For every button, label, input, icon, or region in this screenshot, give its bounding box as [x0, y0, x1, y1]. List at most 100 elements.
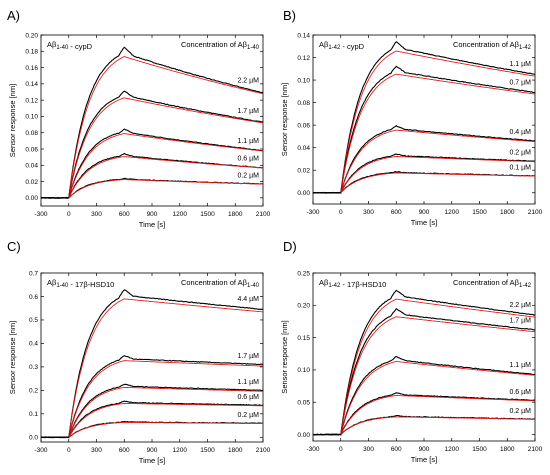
- chart-panel: -300 0 300 600 900 1200 1500 1800 2100 0.00 0.02 0.…: [280, 8, 543, 227]
- y-tick-label: 0.6: [29, 294, 38, 301]
- series-label: 0.2 µM: [237, 173, 259, 180]
- x-axis-label: Time [s]: [411, 455, 437, 464]
- x-tick-label: 1500: [472, 446, 487, 453]
- x-tick-label: 600: [391, 446, 402, 453]
- series-label: 4.4 µM: [237, 296, 259, 303]
- x-tick-label: 1500: [472, 209, 487, 216]
- fit-curve: [340, 156, 535, 193]
- x-tick-label: 0: [67, 211, 71, 218]
- fit-curve: [68, 133, 264, 199]
- y-tick-label: 0.00: [297, 190, 310, 197]
- series-label: 0.4 µM: [509, 129, 531, 136]
- x-tick-label: 600: [391, 209, 402, 216]
- series-label: 0.2 µM: [237, 412, 259, 419]
- y-axis-label: Sensor response [nm]: [8, 84, 17, 157]
- legend-title: Concentration of Aβ1-40: [181, 40, 260, 51]
- fit-curve: [340, 298, 536, 435]
- y-tick-label: 0.10: [297, 367, 310, 374]
- measured-curve: [312, 153, 536, 194]
- measured-curve: [40, 383, 264, 439]
- measured-curve: [40, 355, 264, 439]
- fit-curve: [340, 361, 536, 435]
- x-tick-label: 1200: [173, 447, 188, 454]
- x-tick-label: 0: [339, 209, 343, 216]
- fit-curve: [68, 56, 264, 198]
- y-tick-label: 0.08: [297, 100, 310, 107]
- x-tick-label: -300: [306, 446, 319, 453]
- x-axis-label: Time [s]: [139, 220, 165, 229]
- y-tick-label: 0.4: [29, 341, 38, 348]
- fit-curve: [68, 179, 264, 199]
- x-tick-label: 1200: [173, 211, 188, 218]
- y-tick-label: 0.14: [297, 32, 310, 39]
- y-tick-label: 0.1: [29, 411, 38, 418]
- x-tick-label: 300: [91, 211, 102, 218]
- x-tick-label: 1800: [500, 209, 515, 216]
- y-tick-label: 0.04: [297, 145, 310, 152]
- series-label: 1.1 µM: [509, 362, 531, 369]
- series-label: 0.6 µM: [237, 156, 259, 163]
- series-label: 0.2 µM: [509, 150, 531, 157]
- y-tick-label: 0.04: [25, 163, 38, 170]
- fit-curve: [68, 97, 264, 198]
- x-axis-label: Time [s]: [411, 218, 437, 227]
- panel-label: A): [7, 8, 20, 23]
- measured-curve: [40, 400, 264, 439]
- chart-panel: -300 0 300 600 900 1200 1500 1800 2100 0.00 0.02 0.…: [7, 8, 271, 229]
- y-tick-label: 0.12: [25, 97, 38, 104]
- y-tick-label: 0.05: [297, 400, 310, 407]
- x-tick-label: 2100: [528, 446, 543, 453]
- y-tick-label: 0.7: [29, 270, 38, 277]
- y-tick-label: 0.00: [25, 195, 38, 202]
- x-tick-label: 1800: [500, 446, 515, 453]
- y-tick-label: 0.3: [29, 364, 38, 371]
- series-label: 0.6 µM: [509, 389, 531, 396]
- x-tick-label: 0: [67, 447, 71, 454]
- fit-curve: [68, 421, 263, 438]
- y-axis-label: Sensor response [nm]: [280, 83, 289, 156]
- y-tick-label: 0.0: [29, 435, 38, 442]
- x-tick-label: 2100: [256, 211, 271, 218]
- y-tick-label: 0.08: [25, 130, 38, 137]
- measured-curve: [312, 65, 536, 194]
- series-label: 1.7 µM: [237, 353, 259, 360]
- y-tick-label: 0.10: [297, 77, 310, 84]
- x-tick-label: 1800: [228, 211, 243, 218]
- measured-curve: [312, 307, 536, 436]
- fit-curve: [68, 360, 264, 438]
- chart-panel: -300 0 300 600 900 1200 1500 1800 2100 0.0 0.1 0.2 0…: [7, 239, 271, 465]
- x-tick-label: 1500: [200, 211, 215, 218]
- x-tick-label: 1200: [445, 446, 460, 453]
- y-tick-label: 0.02: [25, 179, 38, 186]
- x-tick-label: 900: [147, 447, 158, 454]
- measured-curve: [312, 41, 536, 194]
- x-tick-label: 1500: [200, 447, 215, 454]
- x-tick-label: 1200: [445, 209, 460, 216]
- fit-curve: [340, 172, 535, 194]
- plot-frame: [312, 34, 536, 205]
- y-tick-label: 0.16: [25, 65, 38, 72]
- panel-label: C): [7, 239, 21, 254]
- series-label: 1.7 µM: [509, 317, 531, 324]
- y-tick-label: 0.20: [297, 303, 310, 310]
- y-tick-label: 0.5: [29, 317, 38, 324]
- y-axis-label: Sensor response [nm]: [8, 321, 17, 394]
- y-tick-label: 0.10: [25, 114, 38, 121]
- measured-curve: [312, 124, 536, 194]
- measured-curve: [40, 128, 264, 199]
- y-axis-label: Sensor response [nm]: [280, 320, 289, 393]
- x-tick-label: -300: [306, 209, 319, 216]
- x-tick-label: 2100: [528, 209, 543, 216]
- y-tick-label: 0.14: [25, 81, 38, 88]
- measured-curve: [312, 355, 536, 436]
- x-tick-label: 0: [339, 446, 343, 453]
- y-tick-label: 0.20: [25, 32, 38, 39]
- panel-annotation: Aβ1-42 - 17β-HSD10: [319, 278, 386, 289]
- x-tick-label: 900: [147, 211, 158, 218]
- x-tick-label: 1800: [228, 447, 243, 454]
- measured-curve: [41, 90, 264, 199]
- series-label: 1.1 µM: [509, 61, 531, 68]
- series-label: 2.2 µM: [237, 77, 259, 84]
